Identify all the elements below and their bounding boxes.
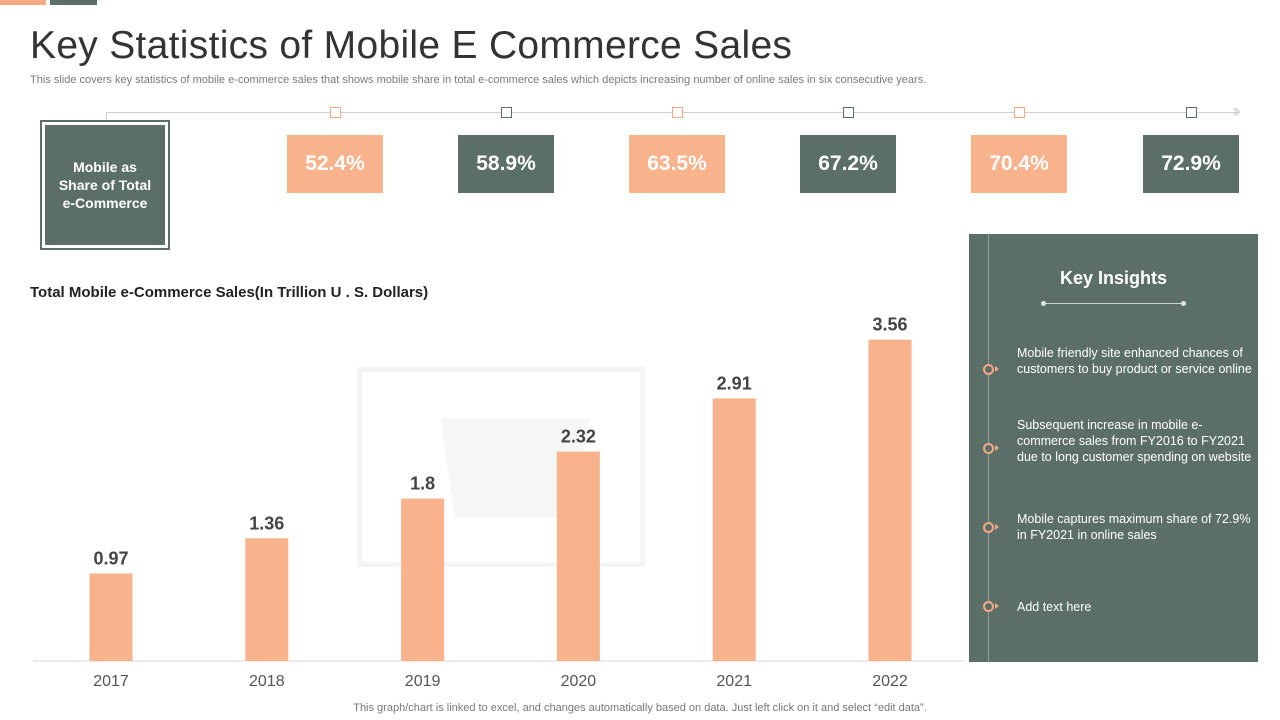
bullet-circle-icon	[983, 601, 994, 612]
share-pct-box[interactable]: 72.9%	[1143, 135, 1239, 193]
data-label-2019: 1.8	[410, 474, 435, 494]
insight-item[interactable]: Mobile captures maximum share of 72.9% i…	[1017, 512, 1251, 542]
x-tick-label-2022: 2022	[872, 673, 908, 690]
divider-dot-icon	[1181, 301, 1186, 306]
bullet-arrow-icon	[995, 524, 999, 530]
timeline-marker	[843, 107, 854, 118]
x-tick-label-2021: 2021	[716, 673, 752, 690]
divider-dot-icon	[1041, 301, 1046, 306]
timeline-connector	[106, 112, 107, 121]
bar-2020[interactable]	[556, 451, 600, 661]
insight-item[interactable]: Mobile friendly site enhanced chances of…	[1017, 346, 1252, 376]
x-tick-label-2019: 2019	[405, 673, 441, 690]
bar-2017[interactable]	[89, 573, 133, 661]
data-label-2021: 2.91	[717, 373, 752, 393]
bullet-arrow-icon	[995, 445, 999, 451]
timeline-marker	[1186, 107, 1197, 118]
chart-title[interactable]: Total Mobile e-Commerce Sales(In Trillio…	[30, 284, 429, 301]
share-pct-box[interactable]: 63.5%	[629, 135, 725, 193]
bar-2022[interactable]	[868, 339, 912, 661]
mobile-share-label: Mobile as Share of Total e-Commerce	[45, 125, 165, 245]
data-label-2022: 3.56	[872, 315, 907, 335]
timeline-marker	[501, 107, 512, 118]
share-pct-box[interactable]: 58.9%	[458, 135, 554, 193]
share-pct-box[interactable]: 67.2%	[800, 135, 896, 193]
bullet-arrow-icon	[995, 366, 999, 372]
bullet-circle-icon	[983, 522, 994, 533]
mobile-share-box[interactable]: Mobile as Share of Total e-Commerce	[40, 120, 170, 250]
bullet-circle-icon	[983, 443, 994, 454]
bar-2018[interactable]	[245, 538, 289, 661]
x-tick-label-2020: 2020	[561, 673, 597, 690]
key-insights-panel[interactable]: Key Insights Mobile friendly site enhanc…	[969, 234, 1258, 662]
data-label-2020: 2.32	[561, 427, 596, 447]
insights-divider	[1043, 303, 1184, 304]
watermark-frame	[357, 367, 645, 567]
x-tick-label-2017: 2017	[93, 673, 129, 690]
timeline-arrow-icon: ››	[1232, 101, 1240, 122]
timeline-marker	[672, 107, 683, 118]
bar-2019[interactable]	[401, 498, 445, 661]
accent-bar-green	[50, 0, 97, 5]
insight-item[interactable]: Subsequent increase in mobile e-commerce…	[1017, 418, 1252, 464]
page-subtitle[interactable]: This slide covers key statistics of mobi…	[30, 74, 927, 86]
data-label-2017: 0.97	[93, 548, 128, 568]
page-title[interactable]: Key Statistics of Mobile E Commerce Sale…	[30, 24, 793, 67]
timeline-marker	[1014, 107, 1025, 118]
share-pct-box[interactable]: 70.4%	[971, 135, 1067, 193]
share-pct-box[interactable]: 52.4%	[287, 135, 383, 193]
bullet-arrow-icon	[995, 603, 999, 609]
insights-title: Key Insights	[1059, 268, 1168, 288]
accent-bar-orange	[0, 0, 46, 5]
bar-2021[interactable]	[712, 398, 756, 661]
footer-note: This graph/chart is linked to excel, and…	[353, 702, 927, 714]
timeline-marker	[330, 107, 341, 118]
data-label-2018: 1.36	[249, 513, 284, 533]
bullet-circle-icon	[983, 364, 994, 375]
insight-item[interactable]: Add text here	[1017, 600, 1092, 614]
x-tick-label-2018: 2018	[249, 673, 285, 690]
